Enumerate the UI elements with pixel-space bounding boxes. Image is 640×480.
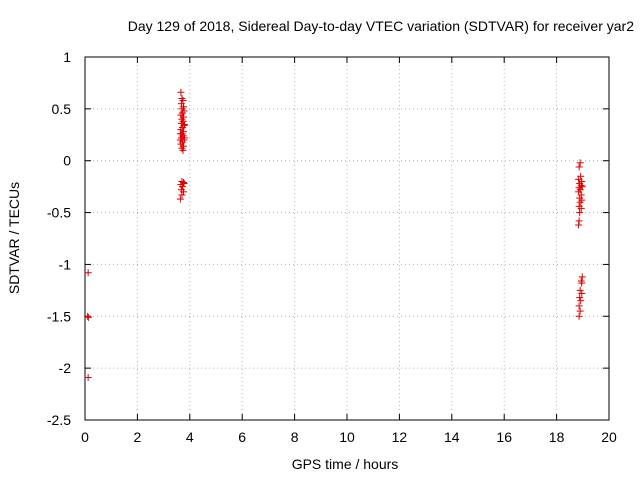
x-tick-label: 2 [134,429,142,445]
y-tick-label: 1 [63,49,71,65]
data-point [179,97,187,105]
x-tick-label: 20 [601,429,617,445]
data-point [576,286,584,294]
x-tick-label: 14 [444,429,460,445]
data-point [84,312,92,320]
x-axis-label: GPS time / hours [291,456,399,472]
data-point [176,130,184,138]
data-point [181,134,189,142]
data-point [575,163,583,171]
data-point [578,273,586,281]
data-point [578,289,586,297]
y-tick-label: -1 [59,256,72,272]
data-point [577,297,585,305]
tick-labels: 0 2 4 6 8 10 12 14 16 18 20 1 0.5 0 -0.5 -1 -1.5 -2 -2.5 [47,49,617,445]
data-point [176,195,184,203]
data-point [576,307,584,315]
data-point [576,198,584,206]
gridlines [85,57,609,420]
y-tick-label: -0.5 [47,205,71,221]
x-tick-label: 8 [291,429,299,445]
data-point [180,188,188,196]
y-tick-label: -1.5 [47,308,71,324]
data-point [177,88,185,96]
x-tick-label: 0 [81,429,89,445]
y-axis-label: SDTVAR / TECUs [6,181,22,295]
y-tick-label: -2.5 [47,412,71,428]
data-point [181,120,189,128]
x-tick-label: 16 [496,429,512,445]
data-point [575,217,583,225]
data-point [180,180,188,188]
data-point [576,294,584,302]
data-point [84,313,92,321]
data-point [576,159,584,167]
data-point [577,191,585,199]
x-tick-label: 6 [238,429,246,445]
data-point [179,146,187,154]
data-point [178,191,186,199]
data-point [578,279,586,287]
x-tick-label: 18 [549,429,565,445]
y-tick-label: -2 [59,360,72,376]
data-point [575,312,583,320]
y-tick-label: 0.5 [52,101,72,117]
data-point [577,204,585,212]
plot-frame [84,56,610,421]
data-point [575,221,583,229]
data-point [575,302,583,310]
data-point [84,269,92,277]
data-point [178,183,186,191]
x-tick-label: 12 [392,429,408,445]
data-point [576,209,584,217]
x-tick-label: 4 [186,429,194,445]
y-tick-label: 0 [63,153,71,169]
x-tick-label: 10 [339,429,355,445]
chart-title: Day 129 of 2018, Sidereal Day-to-day VTE… [127,18,634,34]
data-point [176,136,184,144]
data-point [84,373,92,381]
data-points [84,88,586,381]
